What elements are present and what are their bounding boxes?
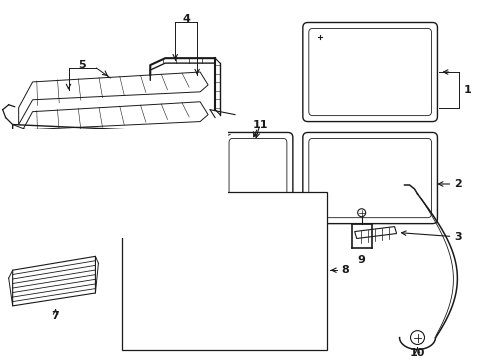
Text: 6: 6 [81,216,89,226]
Text: 8: 8 [342,265,349,275]
FancyBboxPatch shape [303,22,438,122]
Bar [122,192,327,350]
Text: 4: 4 [182,14,190,23]
Text: 2: 2 [454,179,462,189]
Text: 5: 5 [79,60,86,70]
Text: 9: 9 [358,255,366,265]
Bar [0,130,228,238]
Text: 10: 10 [410,348,425,359]
Text: 1: 1 [464,85,471,95]
FancyBboxPatch shape [303,132,438,224]
Text: 11: 11 [252,120,268,130]
Text: 7: 7 [51,311,59,321]
FancyBboxPatch shape [309,30,432,120]
FancyBboxPatch shape [32,206,46,216]
FancyBboxPatch shape [25,213,51,229]
Text: 3: 3 [454,231,462,242]
FancyBboxPatch shape [223,132,293,224]
